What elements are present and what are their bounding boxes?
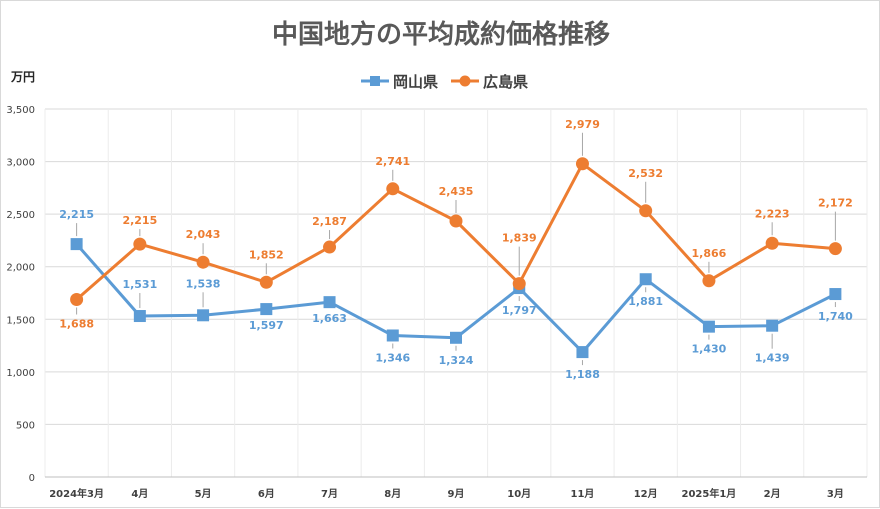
data-point-square [766, 319, 779, 332]
data-label: 1,439 [755, 352, 790, 365]
x-tick-label: 10月 [507, 488, 531, 500]
data-point-circle [639, 204, 653, 218]
legend: 岡山県 広島県 [361, 73, 528, 91]
data-point-circle [512, 277, 526, 291]
axes: 0 500 1,000 1,500 2,000 2,500 3,000 3,500 2024年3… [6, 105, 867, 500]
y-tick-label: 0 [29, 473, 35, 484]
data-point-circle [575, 157, 589, 171]
data-point-circle [828, 242, 842, 256]
data-label: 1,839 [502, 232, 537, 245]
y-tick-label: 3,500 [6, 105, 35, 116]
data-label: 1,430 [692, 343, 727, 356]
data-point-square [576, 346, 589, 359]
data-label: 2,187 [312, 215, 347, 228]
data-point-square [323, 296, 336, 309]
data-label: 1,881 [628, 295, 663, 308]
data-label: 1,531 [122, 278, 157, 291]
data-label: 2,223 [755, 207, 790, 220]
data-point-square [639, 273, 652, 286]
data-label: 2,043 [186, 228, 221, 241]
data-label: 1,346 [375, 351, 410, 364]
data-label: 1,663 [312, 312, 347, 325]
data-point-circle [70, 293, 84, 307]
legend-label: 広島県 [483, 73, 528, 91]
data-label: 1,797 [502, 304, 537, 317]
data-point-circle [196, 255, 210, 269]
data-label: 1,866 [692, 247, 727, 260]
data-point-circle [133, 237, 147, 251]
data-label: 2,215 [59, 208, 94, 221]
y-tick-label: 500 [16, 420, 35, 431]
x-tick-label: 8月 [384, 488, 401, 500]
data-label: 2,215 [122, 214, 157, 227]
y-tick-label: 1,500 [6, 315, 35, 326]
data-point-square [386, 329, 399, 342]
y-axis-unit-label: 万円 [10, 70, 35, 84]
legend-marker-circle [459, 75, 471, 87]
y-tick-label: 1,000 [6, 368, 35, 379]
data-label: 1,688 [59, 318, 94, 331]
chart-title: 中国地方の平均成約価格推移 [272, 19, 610, 50]
data-label: 1,597 [249, 319, 284, 332]
data-label: 1,188 [565, 368, 600, 381]
data-point-circle [449, 214, 463, 228]
gridlines [44, 108, 868, 478]
data-point-circle [386, 182, 400, 196]
data-label: 2,532 [628, 167, 663, 180]
y-tick-label: 2,000 [6, 263, 35, 274]
legend-label: 岡山県 [393, 73, 438, 91]
data-point-square [70, 238, 83, 251]
data-labels-layer: 2,215 1,531 1,538 1,597 1,663 1,346 1,324 1,797… [59, 118, 853, 381]
data-point-circle [765, 236, 779, 250]
data-point-square [133, 310, 146, 323]
y-tick-label: 3,000 [6, 158, 35, 169]
y-tick-label: 2,500 [6, 210, 35, 221]
data-label: 2,435 [439, 185, 474, 198]
data-label: 1,538 [186, 277, 221, 290]
data-point-square [829, 288, 842, 301]
data-point-square [450, 331, 462, 344]
x-tick-label: 3月 [827, 488, 844, 500]
data-label: 2,741 [375, 155, 410, 168]
x-tick-label: 7月 [321, 488, 338, 500]
x-tick-label: 12月 [634, 488, 658, 500]
x-tick-label: 9月 [448, 488, 465, 500]
data-point-circle [323, 240, 337, 254]
legend-marker-square [370, 76, 380, 86]
data-label: 2,979 [565, 118, 600, 131]
x-tick-label: 6月 [258, 488, 275, 500]
x-tick-label: 2月 [764, 488, 781, 500]
x-tick-label: 2024年3月 [49, 487, 104, 500]
data-label: 2,172 [818, 197, 853, 210]
x-tick-label: 5月 [195, 488, 212, 500]
data-point-circle [259, 275, 273, 289]
data-label: 1,852 [249, 248, 284, 261]
x-tick-label: 2025年1月 [682, 487, 737, 500]
data-point-circle [702, 274, 716, 288]
data-point-square [260, 303, 273, 316]
series-layer [70, 157, 842, 359]
data-label: 1,324 [439, 354, 474, 367]
data-point-square [197, 309, 210, 322]
x-tick-label: 4月 [131, 488, 148, 500]
x-tick-label: 11月 [571, 488, 595, 500]
data-label: 1,740 [818, 310, 853, 323]
data-point-square [702, 320, 715, 333]
